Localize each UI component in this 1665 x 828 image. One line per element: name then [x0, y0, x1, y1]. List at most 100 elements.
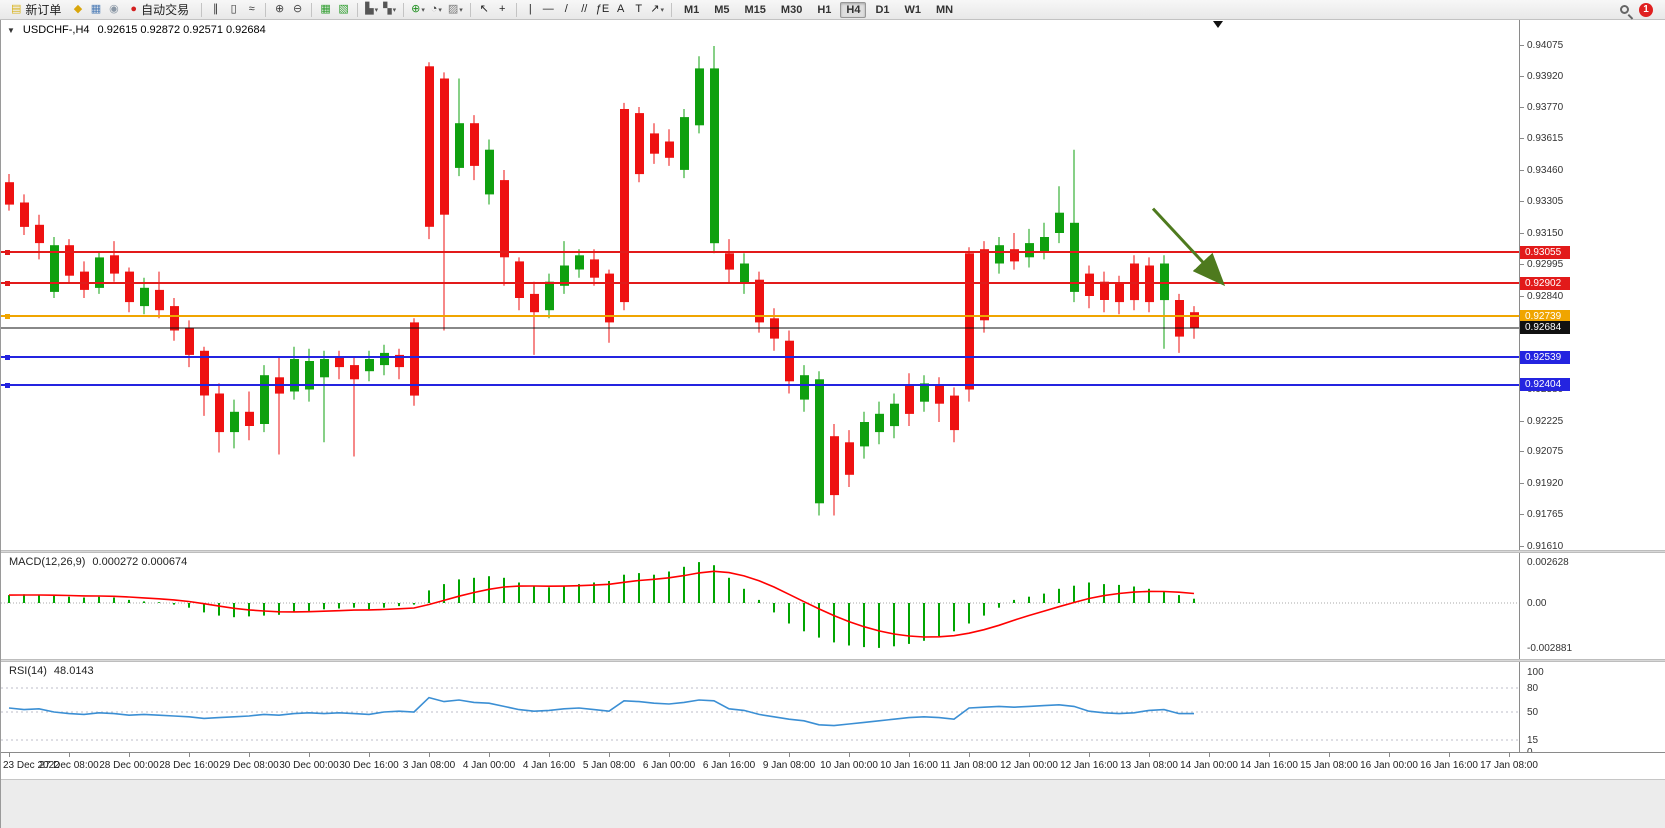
new-order-button[interactable]: ▤ 新订单 — [4, 1, 68, 19]
panel-splitter[interactable] — [1, 659, 1665, 662]
profiles-icon[interactable]: ▚ ▾ — [383, 3, 397, 15]
time-label: 15 Jan 08:00 — [1300, 760, 1358, 771]
search-icon[interactable] — [1620, 5, 1629, 14]
timeframe-w1-button[interactable]: W1 — [904, 3, 922, 16]
candle — [485, 139, 494, 205]
horizontal-line-icon[interactable]: — — [542, 3, 554, 15]
auto-arrange-icon[interactable]: ▧ — [338, 3, 349, 15]
notification-badge[interactable]: 1 — [1639, 2, 1653, 17]
time-label: 16 Jan 16:00 — [1420, 760, 1478, 771]
time-label: 13 Jan 08:00 — [1120, 760, 1178, 771]
dropdown-caret-icon[interactable]: ▾ — [392, 6, 397, 14]
price-tick-label: 0.93150 — [1527, 228, 1564, 239]
toolbar-separator — [469, 2, 471, 17]
dropdown-caret-icon[interactable]: ▾ — [459, 6, 463, 14]
time-label: 4 Jan 00:00 — [462, 760, 516, 771]
timeframe-m30-button[interactable]: M30 — [780, 3, 803, 16]
candle — [200, 346, 209, 416]
hline-handle[interactable] — [5, 250, 10, 255]
chart-window: ▼ USDCHF-,H4 0.92615 0.92872 0.92571 0.9… — [0, 20, 1665, 828]
new-order-button-label: 新订单 — [25, 3, 62, 17]
collapse-icon[interactable]: ▼ — [7, 25, 15, 35]
candle — [770, 308, 779, 351]
line-chart-mode-icon[interactable]: ≈ — [248, 3, 255, 15]
time-label: 6 Jan 00:00 — [642, 760, 696, 771]
time-label: 28 Dec 00:00 — [99, 760, 159, 771]
rsi-label: RSI(14) 48.0143 — [9, 665, 94, 677]
vertical-line-icon[interactable]: | — [528, 3, 532, 15]
rsi-indicator-name: RSI(14) — [9, 665, 47, 677]
hline-handle[interactable] — [5, 281, 10, 286]
time-axis[interactable]: 23 Dec 2022 27 Dec 08:00 28 Dec 00:00 28 De… — [1, 752, 1665, 779]
price-tick-label: 0.92075 — [1527, 446, 1564, 457]
periods-icon[interactable]: ◔ ▾ — [430, 3, 442, 15]
time-label: 29 Dec 08:00 — [219, 760, 279, 771]
dropdown-caret-icon[interactable]: ▾ — [374, 6, 379, 14]
candle — [890, 393, 899, 439]
timeframe-h4-button[interactable]: H4 — [840, 1, 867, 18]
channel-icon[interactable]: // — [581, 3, 588, 15]
candle — [1085, 265, 1094, 309]
trendline-icon[interactable]: / — [564, 3, 568, 15]
timeframe-mn-button[interactable]: MN — [936, 3, 954, 16]
text-icon[interactable]: A — [617, 3, 625, 15]
candle — [845, 430, 854, 487]
text-label-icon[interactable]: T — [635, 3, 643, 15]
candle — [425, 62, 434, 240]
tile-windows-icon[interactable]: ▦ — [320, 3, 331, 15]
candle — [20, 194, 29, 235]
candle — [725, 239, 734, 284]
indicators-icon[interactable]: ⊕ ▾ — [411, 3, 425, 15]
timeframe-d1-button[interactable]: D1 — [875, 3, 890, 16]
price-tick-label: 0.92995 — [1527, 259, 1564, 270]
price-tick-label: 0.91765 — [1527, 509, 1564, 520]
candle — [740, 253, 749, 294]
dropdown-caret-icon[interactable]: ▾ — [660, 6, 664, 14]
dropdown-caret-icon[interactable]: ▾ — [421, 6, 425, 14]
rsi-panel-canvas[interactable] — [1, 662, 1519, 752]
rsi-axis-label: 50 — [1527, 707, 1539, 718]
main-chart-canvas[interactable] — [1, 20, 1519, 550]
price-axis[interactable]: 0.94075 0.93920 0.93770 0.93615 0.93460 0.933… — [1519, 20, 1665, 758]
new-chart-icon[interactable]: ▙ ▾ — [365, 3, 379, 15]
macd-panel-canvas[interactable] — [1, 553, 1519, 659]
bar-chart-mode-icon[interactable]: ∥ — [212, 3, 219, 15]
timeframe-m5-button[interactable]: M5 — [714, 3, 730, 16]
time-tick — [729, 753, 730, 757]
time-label: 14 Jan 00:00 — [1180, 760, 1238, 771]
new-order-icon: ▤ — [11, 3, 22, 15]
fibonacci-icon[interactable]: ƒE — [595, 3, 610, 15]
price-tick-label: 0.93920 — [1527, 71, 1564, 82]
hline-handle[interactable] — [5, 355, 10, 360]
metaeditor-icon[interactable]: ◆ — [73, 3, 83, 15]
panel-splitter[interactable] — [1, 550, 1665, 553]
trend-arrow-object[interactable] — [1151, 207, 1226, 287]
auto-trading-button[interactable]: ● 自动交易 — [123, 1, 196, 19]
zoom-in-icon[interactable]: ⊕ — [274, 3, 285, 15]
candle — [1190, 306, 1199, 339]
time-label: 27 Dec 08:00 — [39, 760, 99, 771]
cursor-icon[interactable]: ↖ — [479, 3, 489, 15]
candlestick-mode-icon[interactable]: ▯ — [230, 3, 237, 15]
community-icon[interactable]: ◉ — [109, 3, 119, 15]
timeframe-m1-button[interactable]: M1 — [683, 3, 700, 16]
candle — [80, 261, 89, 298]
hline-handle[interactable] — [5, 314, 10, 319]
dropdown-caret-icon[interactable]: ▾ — [438, 6, 442, 14]
chart-ohlc-values: 0.92615 0.92872 0.92571 0.92684 — [97, 24, 266, 36]
chart-shift-marker[interactable] — [1213, 21, 1223, 28]
zoom-out-icon[interactable]: ⊖ — [292, 3, 303, 15]
hline-handle[interactable] — [5, 383, 10, 388]
candle — [710, 46, 719, 254]
timeframe-m15-button[interactable]: M15 — [744, 3, 766, 16]
price-tick — [1520, 264, 1524, 265]
templates-icon[interactable]: ▨ ▾ — [447, 3, 463, 15]
timeframe-h1-button[interactable]: H1 — [817, 3, 832, 16]
time-label: 6 Jan 16:00 — [702, 760, 756, 771]
arrows-icon[interactable]: ↗ ▾ — [650, 3, 664, 15]
price-tick-label: 0.93615 — [1527, 133, 1564, 144]
time-tick — [1449, 753, 1450, 757]
market-watch-icon[interactable]: ▦ — [90, 3, 102, 15]
crosshair-icon[interactable]: + — [499, 3, 506, 15]
time-tick — [249, 753, 250, 757]
